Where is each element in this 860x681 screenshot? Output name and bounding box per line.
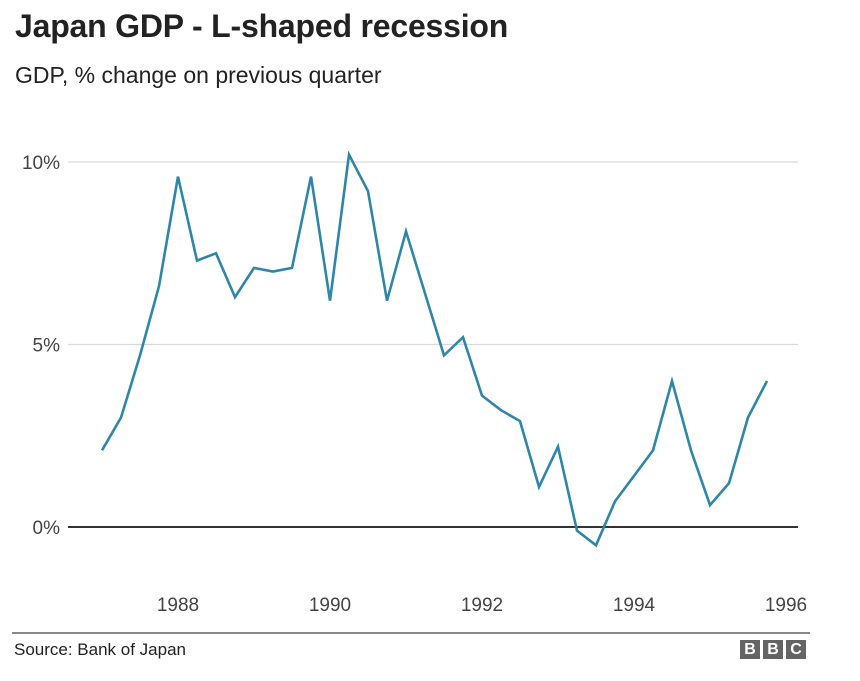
- x-tick-label: 1990: [309, 595, 351, 616]
- bbc-logo: B B C: [740, 640, 806, 659]
- y-tick-label: 10%: [22, 153, 60, 174]
- bbc-logo-letter: B: [740, 640, 760, 659]
- footer-divider: [12, 632, 810, 634]
- chart-title: Japan GDP - L-shaped recession: [15, 8, 509, 44]
- gridlines: [68, 161, 798, 528]
- bbc-logo-letter: B: [763, 640, 783, 659]
- x-tick-label: 1988: [157, 595, 199, 616]
- x-axis-ticks: 1988 1990 1992 1994 1996: [157, 595, 807, 616]
- series-line-gdp: [100, 150, 769, 548]
- chart-subtitle: GDP, % change on previous quarter: [15, 62, 382, 88]
- y-tick-label: 0%: [33, 518, 61, 539]
- y-axis-ticks: 10% 5% 0%: [22, 153, 60, 539]
- x-tick-label: 1992: [461, 595, 503, 616]
- source-note: Source: Bank of Japan: [14, 640, 187, 659]
- x-tick-label: 1996: [765, 595, 807, 616]
- y-tick-label: 5%: [33, 336, 61, 357]
- x-tick-label: 1994: [613, 595, 656, 616]
- series-lines: [100, 150, 769, 548]
- bbc-logo-letter: C: [786, 640, 806, 659]
